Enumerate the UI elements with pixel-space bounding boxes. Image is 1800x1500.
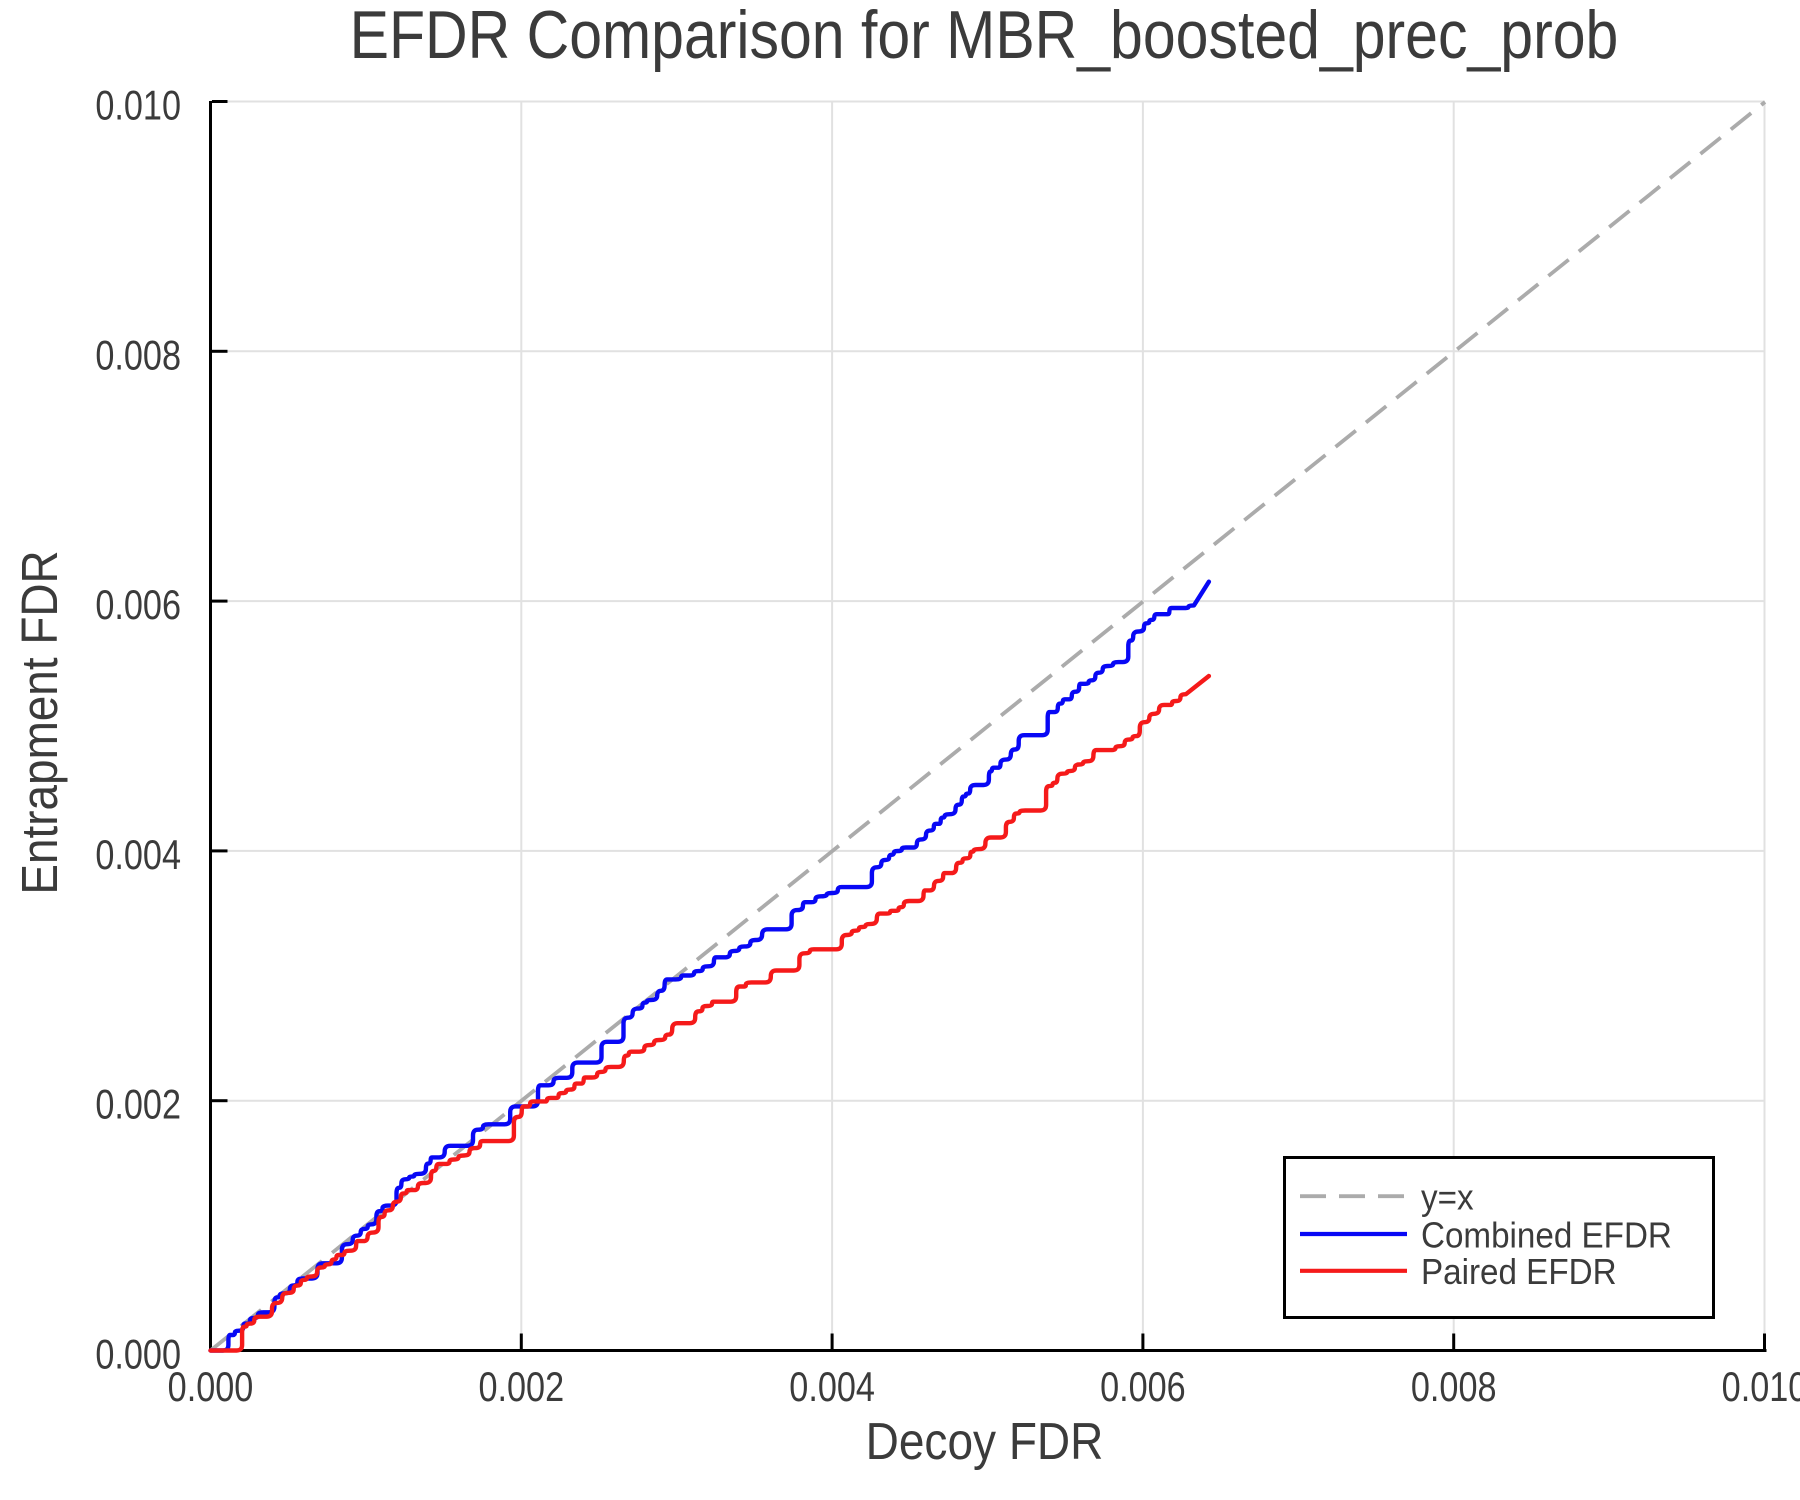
svg-text:0.002: 0.002: [95, 1081, 181, 1128]
svg-text:Decoy FDR: Decoy FDR: [866, 1413, 1104, 1470]
svg-text:0.010: 0.010: [1722, 1364, 1800, 1411]
svg-text:0.000: 0.000: [168, 1364, 254, 1411]
svg-text:0.002: 0.002: [478, 1364, 564, 1411]
svg-text:0.008: 0.008: [95, 332, 181, 379]
svg-text:0.006: 0.006: [95, 582, 181, 629]
svg-text:0.008: 0.008: [1411, 1364, 1497, 1411]
svg-text:EFDR Comparison for MBR_booste: EFDR Comparison for MBR_boosted_prec_pro…: [350, 0, 1619, 73]
svg-text:0.006: 0.006: [1100, 1364, 1186, 1411]
svg-text:y=x: y=x: [1421, 1177, 1474, 1218]
svg-text:Entrapment FDR: Entrapment FDR: [12, 550, 69, 894]
svg-text:Combined EFDR: Combined EFDR: [1421, 1215, 1672, 1256]
svg-text:0.004: 0.004: [95, 832, 181, 879]
svg-text:0.000: 0.000: [95, 1331, 181, 1378]
svg-text:Paired EFDR: Paired EFDR: [1421, 1252, 1617, 1293]
svg-text:0.004: 0.004: [789, 1364, 875, 1411]
svg-text:0.010: 0.010: [95, 82, 181, 129]
